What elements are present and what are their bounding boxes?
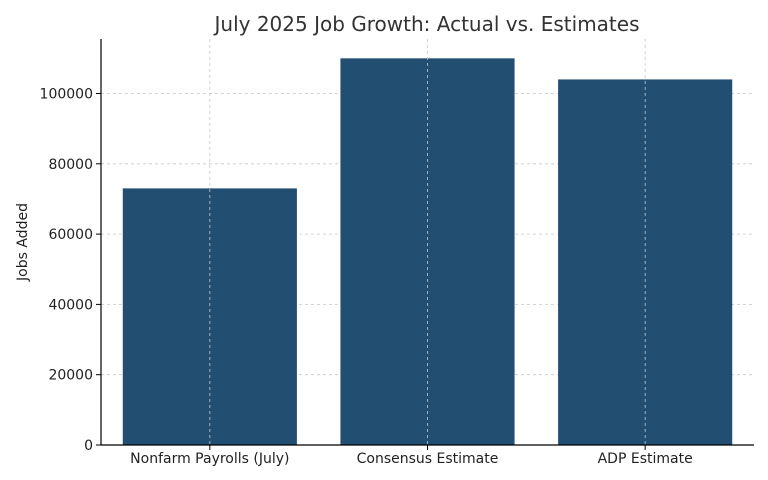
vertical-grid-lines	[209, 39, 646, 445]
x-tick-label: Nonfarm Payrolls (July)	[130, 451, 289, 467]
y-tick-label: 100000	[40, 86, 93, 102]
x-axis-ticks: Nonfarm Payrolls (July) Consensus Estimat…	[130, 445, 693, 467]
x-tick-label: ADP Estimate	[598, 451, 693, 467]
x-tick-label: Consensus Estimate	[357, 451, 499, 467]
y-axis-label: Jobs Added	[15, 203, 31, 282]
y-axis-ticks: 0 20000 40000 60000 80000 100000	[40, 86, 101, 454]
y-tick-label: 80000	[48, 157, 93, 173]
y-tick-label: 20000	[48, 368, 93, 384]
y-tick-label: 60000	[48, 227, 93, 243]
y-tick-label: 40000	[48, 297, 93, 313]
y-tick-label: 0	[84, 438, 93, 454]
chart-title: July 2025 Job Growth: Actual vs. Estimat…	[213, 12, 640, 36]
